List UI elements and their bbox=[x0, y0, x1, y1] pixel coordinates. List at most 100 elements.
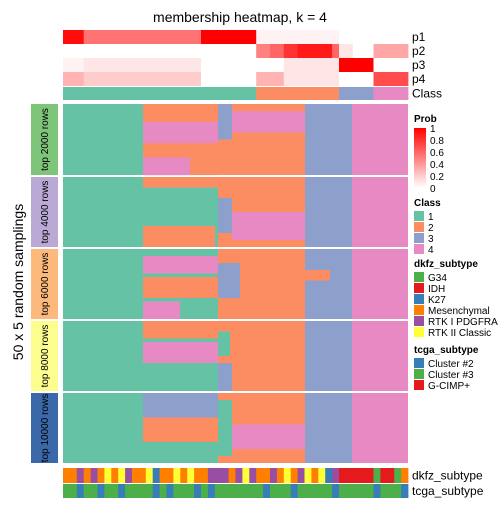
track-p1-cell bbox=[201, 30, 209, 44]
legend-swatch bbox=[414, 233, 424, 243]
track-Class-cell bbox=[290, 87, 298, 100]
track-p2-cell bbox=[207, 44, 216, 58]
track-p2-cell bbox=[249, 44, 257, 58]
row-group-label: top 6000 rows bbox=[40, 253, 51, 316]
track-p4-cell bbox=[297, 72, 305, 86]
track-p2-cell bbox=[373, 44, 381, 58]
track-p4-cell bbox=[401, 72, 409, 86]
row-group-label: top 2000 rows bbox=[40, 108, 51, 171]
track-p4-cell bbox=[332, 72, 340, 86]
track-Class-cell bbox=[401, 87, 409, 100]
track-p3-cell bbox=[214, 58, 223, 72]
track-p4-cell bbox=[373, 72, 381, 86]
heatmap-cell bbox=[143, 226, 215, 247]
track-tcga_subtype-cell bbox=[104, 484, 112, 498]
track-p1-cell bbox=[90, 30, 98, 44]
track-p2-cell bbox=[125, 44, 133, 58]
track-Class-cell bbox=[318, 87, 326, 100]
track-p1-cell bbox=[304, 30, 312, 44]
track-p3-cell bbox=[125, 58, 133, 72]
track-tcga_subtype-cell bbox=[339, 484, 347, 498]
track-dkfz_subtype-cell bbox=[256, 468, 264, 483]
legend-item-label: 3 bbox=[428, 234, 434, 245]
track-tcga_subtype-cell bbox=[270, 484, 278, 498]
legend-swatch bbox=[414, 222, 424, 232]
track-tcga_subtype-cell bbox=[159, 484, 167, 498]
track-dkfz_subtype-cell bbox=[318, 468, 326, 483]
track-p3-cell bbox=[318, 58, 326, 72]
track-tcga_subtype-cell bbox=[276, 484, 285, 498]
track-p1-cell bbox=[187, 30, 195, 44]
track-dkfz_subtype-cell bbox=[270, 468, 278, 483]
track-tcga_subtype-cell bbox=[111, 484, 119, 498]
track-p3-cell bbox=[270, 58, 278, 72]
track-p1-cell bbox=[76, 30, 85, 44]
track-dkfz_subtype-cell bbox=[132, 468, 140, 483]
track-p4-cell bbox=[118, 72, 126, 86]
heatmap-cell bbox=[232, 111, 305, 133]
track-p3-cell bbox=[118, 58, 126, 72]
track-p4-cell bbox=[263, 72, 271, 86]
heatmap-cell bbox=[352, 393, 408, 463]
heatmap-cell bbox=[352, 321, 408, 391]
track-dkfz_subtype-cell bbox=[214, 468, 223, 483]
legend-swatch bbox=[414, 244, 424, 254]
track-Class-cell bbox=[76, 87, 85, 100]
track-dkfz_subtype-cell bbox=[242, 468, 250, 483]
track-Class-cell bbox=[366, 87, 374, 100]
track-tcga_subtype-cell bbox=[304, 484, 312, 498]
heatmap-cell bbox=[352, 104, 408, 175]
legend-swatch bbox=[414, 283, 424, 293]
heatmap-cell bbox=[218, 263, 240, 298]
track-p4-cell bbox=[194, 72, 202, 86]
track-dkfz_subtype-cell bbox=[311, 468, 319, 483]
track-p1-cell bbox=[132, 30, 140, 44]
track-p4-cell bbox=[359, 72, 367, 86]
track-Class-cell bbox=[332, 87, 340, 100]
track-Class-cell bbox=[270, 87, 278, 100]
track-tcga_subtype-cell bbox=[132, 484, 140, 498]
legend-item-label: Cluster #3 bbox=[428, 370, 474, 381]
track-p4-cell bbox=[201, 72, 209, 86]
track-p1-cell bbox=[373, 30, 381, 44]
track-p1-cell bbox=[394, 30, 402, 44]
track-Class-cell bbox=[339, 87, 347, 100]
row-group-label: top 4000 rows bbox=[40, 181, 51, 244]
track-p4-cell bbox=[180, 72, 188, 86]
track-dkfz_subtype-cell bbox=[125, 468, 133, 483]
track-p1-cell bbox=[290, 30, 298, 44]
track-p3-cell bbox=[311, 58, 319, 72]
row-group-bar bbox=[31, 104, 58, 175]
track-p4-cell bbox=[63, 72, 71, 86]
track-p2-cell bbox=[332, 44, 340, 58]
heatmap-cell bbox=[218, 363, 232, 391]
legend-item-label: IDH bbox=[428, 284, 445, 295]
track-label-Class: Class bbox=[412, 87, 442, 101]
track-p3-cell bbox=[97, 58, 105, 72]
track-tcga_subtype-cell bbox=[228, 484, 236, 498]
track-p3-cell bbox=[242, 58, 250, 72]
track-dkfz_subtype-cell bbox=[283, 468, 292, 483]
track-p3-cell bbox=[394, 58, 402, 72]
track-p1-cell bbox=[332, 30, 340, 44]
track-p3-cell bbox=[359, 58, 367, 72]
heatmap-cell bbox=[143, 321, 218, 339]
legend-swatch bbox=[414, 327, 424, 337]
track-p1-cell bbox=[352, 30, 361, 44]
legend-item-label: 2 bbox=[428, 223, 434, 234]
track-p4-cell bbox=[125, 72, 133, 86]
heatmap-cell bbox=[143, 277, 218, 298]
track-p2-cell bbox=[276, 44, 285, 58]
track-p3-cell bbox=[63, 58, 71, 72]
prob-tick-label: 0.2 bbox=[430, 172, 444, 183]
track-p1-cell bbox=[228, 30, 236, 44]
heatmap-cell bbox=[143, 393, 218, 418]
track-Class-cell bbox=[90, 87, 98, 100]
track-p4-cell bbox=[366, 72, 374, 86]
heatmap-cell bbox=[305, 177, 352, 247]
track-p2-cell bbox=[138, 44, 147, 58]
track-tcga_subtype-cell bbox=[380, 484, 388, 498]
track-dkfz_subtype-cell bbox=[325, 468, 333, 483]
